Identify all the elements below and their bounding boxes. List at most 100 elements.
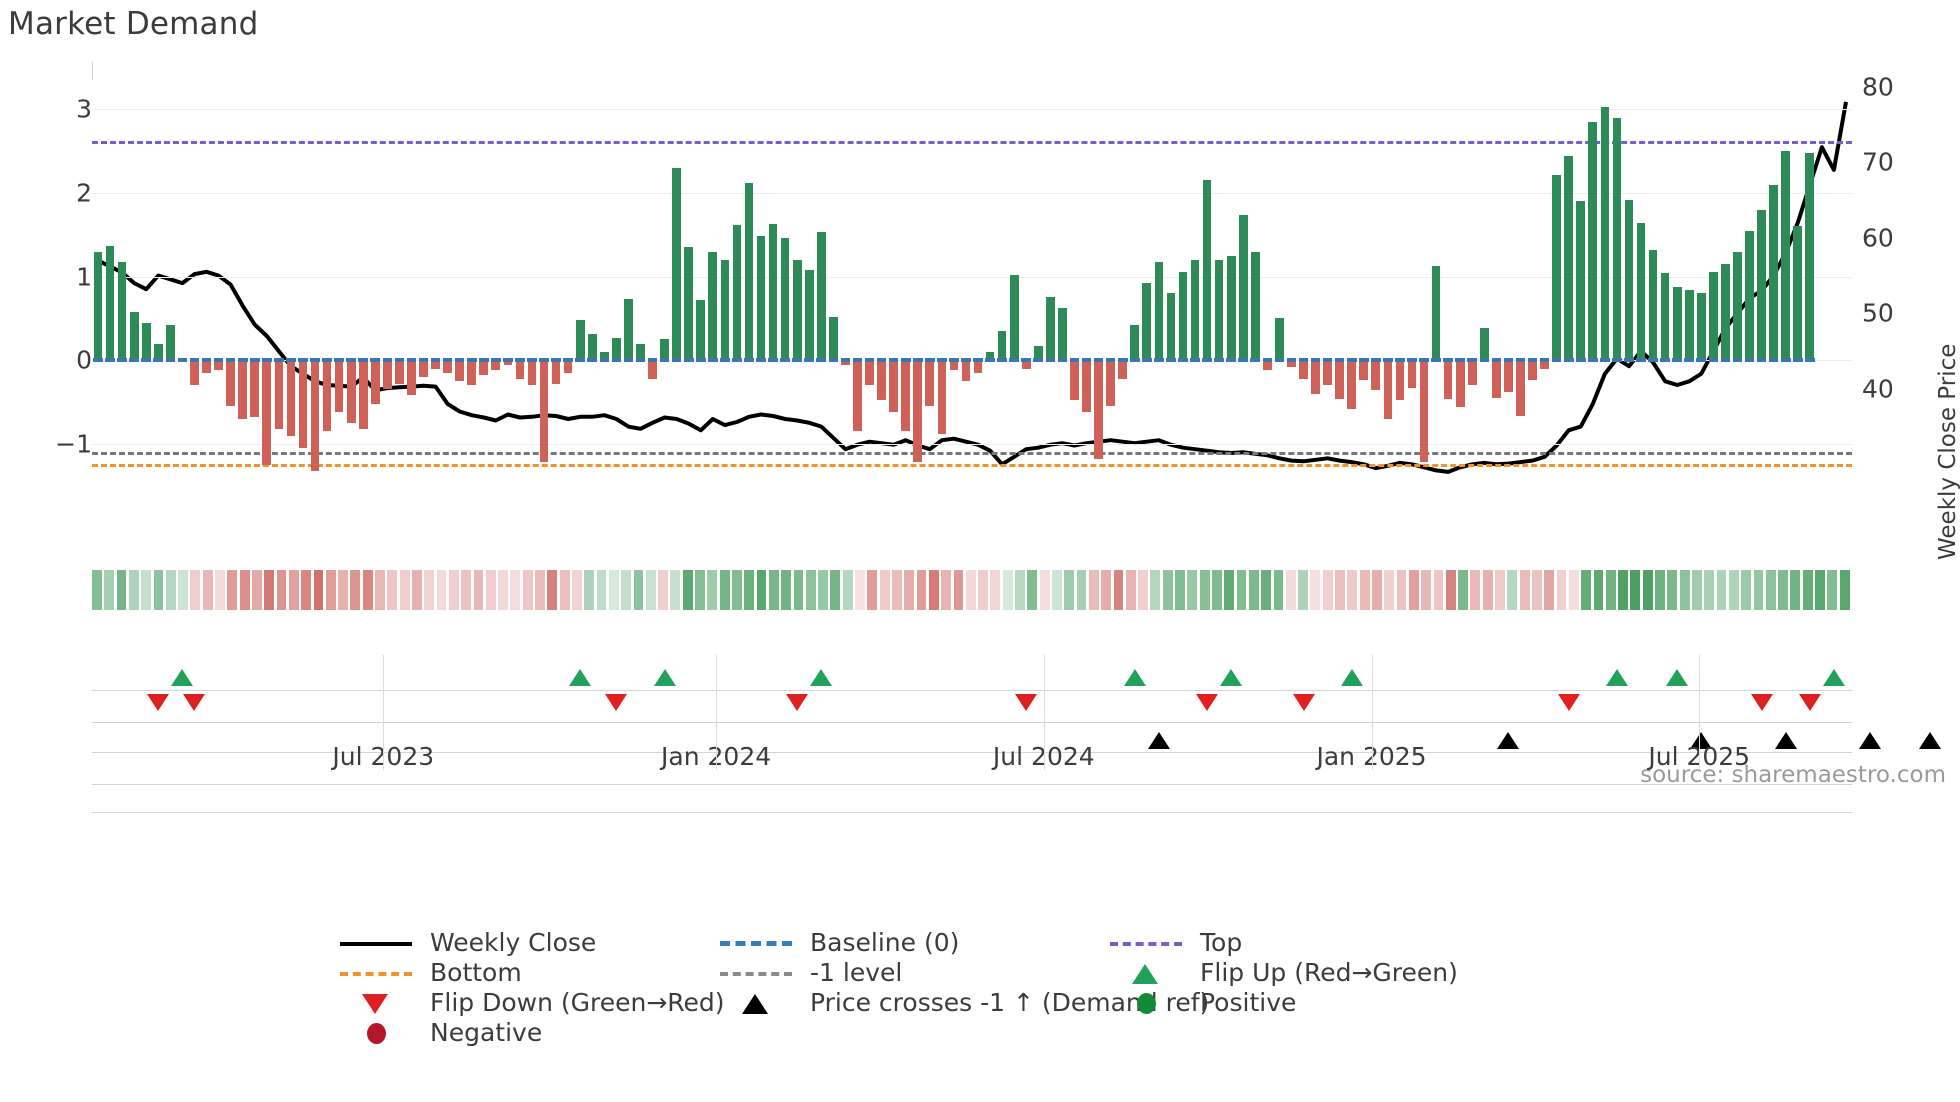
baseline-cap bbox=[1334, 358, 1345, 363]
demand-bar bbox=[274, 360, 284, 429]
baseline-cap bbox=[961, 358, 971, 363]
demand-bar bbox=[1299, 360, 1308, 379]
x-guide-line bbox=[1371, 655, 1373, 770]
heat-cell bbox=[1568, 570, 1579, 610]
demand-bar bbox=[1094, 360, 1103, 460]
heat-cell bbox=[1322, 570, 1333, 610]
demand-bar bbox=[744, 182, 754, 361]
baseline-cap bbox=[286, 358, 296, 363]
demand-bar bbox=[202, 360, 211, 373]
baseline-cap bbox=[732, 358, 742, 363]
legend-item[interactable]: Negative bbox=[340, 1018, 542, 1047]
baseline-cap bbox=[864, 358, 875, 363]
baseline-cap bbox=[1190, 358, 1200, 363]
demand-bar bbox=[1660, 273, 1670, 361]
baseline-cap bbox=[1009, 358, 1019, 363]
demand-bar bbox=[190, 360, 199, 386]
heat-cell bbox=[522, 570, 533, 610]
heat-cell bbox=[473, 570, 484, 610]
heat-cell bbox=[781, 570, 792, 610]
baseline-cap bbox=[852, 358, 863, 363]
heat-cell bbox=[1236, 570, 1247, 610]
heat-cell bbox=[707, 570, 718, 610]
baseline-cap bbox=[1804, 358, 1815, 363]
legend-item[interactable]: Weekly Close bbox=[340, 928, 596, 957]
baseline-cap bbox=[1286, 358, 1297, 363]
baseline-cap bbox=[1105, 358, 1116, 363]
baseline-cap bbox=[1154, 358, 1164, 363]
flip-up-marker bbox=[171, 669, 194, 686]
demand-bar bbox=[1612, 117, 1622, 361]
legend-label: Bottom bbox=[430, 958, 522, 987]
legend-item[interactable]: Flip Up (Red→Green) bbox=[1110, 958, 1458, 987]
price-cross-marker bbox=[1774, 732, 1797, 749]
heat-cell bbox=[1150, 570, 1161, 610]
baseline-cap bbox=[623, 358, 634, 363]
heat-cell bbox=[1298, 570, 1308, 610]
heat-cell bbox=[1372, 570, 1382, 610]
demand-bar bbox=[105, 245, 115, 361]
baseline-cap bbox=[1708, 358, 1719, 363]
x-guide-line bbox=[716, 655, 718, 770]
legend-item[interactable]: Positive bbox=[1110, 988, 1296, 1017]
demand-bar bbox=[1058, 308, 1067, 361]
legend-item[interactable]: Baseline (0) bbox=[720, 928, 959, 957]
flip-up-marker bbox=[1220, 669, 1243, 686]
legend-item[interactable]: Bottom bbox=[340, 958, 522, 987]
demand-bar bbox=[1009, 274, 1019, 361]
heat-cell bbox=[928, 570, 939, 610]
baseline-cap bbox=[816, 358, 827, 363]
demand-bar bbox=[877, 360, 886, 401]
baseline-cap bbox=[973, 358, 983, 363]
baseline-cap bbox=[937, 358, 947, 363]
baseline-cap bbox=[635, 358, 646, 363]
demand-bar bbox=[1395, 360, 1405, 401]
legend-symbol bbox=[720, 930, 798, 956]
baseline-cap bbox=[394, 358, 405, 363]
legend-item[interactable]: -1 level bbox=[720, 958, 902, 987]
baseline-cap bbox=[1383, 358, 1393, 363]
baseline-cap bbox=[888, 358, 899, 363]
baseline-cap bbox=[1226, 358, 1236, 363]
heat-cell bbox=[104, 570, 115, 610]
baseline-cap bbox=[575, 358, 586, 363]
demand-bar bbox=[1263, 360, 1272, 371]
baseline-cap bbox=[1021, 358, 1032, 363]
demand-bar bbox=[1479, 327, 1489, 361]
heat-cell bbox=[1052, 570, 1062, 610]
baseline-cap bbox=[1178, 358, 1188, 363]
demand-bar bbox=[539, 360, 549, 463]
heat-cell bbox=[178, 570, 188, 610]
heat-cell bbox=[547, 570, 558, 610]
heat-cell bbox=[1433, 570, 1444, 610]
baseline-cap bbox=[997, 358, 1007, 363]
baseline-cap bbox=[1551, 358, 1562, 363]
heat-cell bbox=[608, 570, 619, 610]
baseline-cap bbox=[1684, 358, 1695, 363]
heat-cell bbox=[1224, 570, 1235, 610]
heat-cell bbox=[1642, 570, 1653, 610]
demand-bar bbox=[720, 259, 730, 361]
heat-cell bbox=[116, 570, 127, 610]
heat-cell bbox=[1482, 570, 1493, 610]
heat-cell bbox=[830, 570, 841, 610]
flip-down-marker bbox=[1798, 694, 1821, 711]
baseline-cap bbox=[1443, 358, 1453, 363]
demand-bar bbox=[1226, 255, 1236, 361]
demand-bar bbox=[756, 236, 766, 361]
demand-bar bbox=[925, 360, 935, 407]
demand-bar bbox=[1238, 214, 1248, 361]
top-swatch bbox=[1110, 941, 1182, 946]
heat-cell bbox=[375, 570, 385, 610]
heat-cell bbox=[1199, 570, 1210, 610]
heat-cell bbox=[1175, 570, 1185, 610]
flip-up-marker bbox=[1340, 669, 1363, 686]
demand-bar bbox=[250, 360, 260, 418]
negative-dot-icon bbox=[367, 1022, 386, 1044]
legend-item[interactable]: Top bbox=[1110, 928, 1242, 957]
heat-cell bbox=[904, 570, 915, 610]
baseline-cap bbox=[1624, 358, 1634, 363]
baseline-cap bbox=[1768, 358, 1779, 363]
legend-item[interactable]: Flip Down (Green→Red) bbox=[340, 988, 725, 1017]
heat-cell bbox=[412, 570, 422, 610]
